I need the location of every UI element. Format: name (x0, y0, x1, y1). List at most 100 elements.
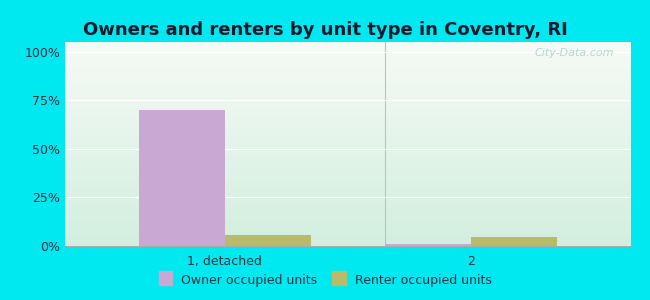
Bar (65, 75, 630, 76)
Bar (65, 158, 630, 159)
Bar (65, 67, 630, 68)
Bar (65, 170, 630, 172)
Bar (65, 211, 630, 212)
Legend: Owner occupied units, Renter occupied units: Owner occupied units, Renter occupied un… (155, 270, 495, 291)
Bar (65, 118, 630, 119)
Bar (65, 156, 630, 157)
Bar (65, 176, 630, 177)
Bar (65, 193, 630, 194)
Bar (65, 72, 630, 73)
Bar (65, 44, 630, 45)
Bar (65, 116, 630, 118)
Bar (65, 65, 630, 67)
Bar (65, 52, 630, 53)
Bar (385, 244, 471, 246)
Bar (65, 218, 630, 220)
Bar (65, 127, 630, 128)
Bar (65, 88, 630, 89)
Bar (65, 54, 630, 55)
Bar (65, 150, 630, 151)
Bar (65, 63, 630, 64)
Bar (65, 220, 630, 221)
Bar (65, 110, 630, 111)
Bar (65, 175, 630, 176)
Bar (65, 240, 630, 241)
Bar (65, 61, 630, 62)
Bar (65, 243, 630, 244)
Bar (65, 46, 630, 47)
Bar (65, 98, 630, 99)
Bar (65, 134, 630, 135)
Bar (65, 104, 630, 105)
Bar (65, 208, 630, 209)
Bar (65, 191, 630, 192)
Bar (65, 113, 630, 114)
Bar (65, 48, 630, 49)
Bar (65, 235, 630, 236)
Bar (65, 85, 630, 86)
Bar (65, 146, 630, 147)
Bar (65, 126, 630, 127)
Bar (65, 164, 630, 165)
Bar (65, 241, 630, 242)
Bar (65, 221, 630, 223)
Bar (65, 144, 630, 145)
Bar (65, 50, 630, 51)
Bar (65, 234, 630, 235)
Bar (65, 53, 630, 54)
Bar (65, 83, 630, 84)
Bar (65, 169, 630, 170)
Bar (65, 103, 630, 104)
Bar (65, 131, 630, 132)
Bar (65, 89, 630, 90)
Bar (65, 93, 630, 94)
Bar (65, 179, 630, 180)
Bar (65, 79, 630, 80)
Bar (65, 128, 630, 129)
Bar (65, 224, 630, 225)
Bar (65, 135, 630, 136)
Bar (65, 42, 630, 43)
Bar (65, 206, 630, 207)
Text: City-Data.com: City-Data.com (534, 48, 614, 58)
Bar (65, 112, 630, 113)
Bar (65, 169, 630, 170)
Bar (65, 129, 630, 130)
Bar (65, 97, 630, 98)
Bar (65, 68, 630, 70)
Bar (65, 192, 630, 193)
Bar (65, 130, 630, 131)
Bar (65, 157, 630, 158)
Bar (65, 162, 630, 164)
Bar (65, 233, 630, 234)
Bar (65, 119, 630, 121)
Bar (65, 200, 630, 201)
Bar (65, 142, 630, 143)
Bar (65, 198, 630, 199)
Bar (65, 167, 630, 169)
Bar (65, 194, 630, 195)
Bar (65, 99, 630, 100)
Bar (65, 231, 630, 232)
Bar (65, 82, 630, 83)
Bar (65, 49, 630, 50)
Bar (65, 77, 630, 78)
Bar (65, 147, 630, 148)
Bar (65, 212, 630, 213)
Bar (65, 242, 630, 243)
Bar (65, 214, 630, 215)
Bar (65, 160, 630, 161)
Bar (65, 165, 630, 166)
Bar (65, 106, 630, 107)
Bar (65, 154, 630, 155)
Bar (65, 216, 630, 217)
Bar (65, 143, 630, 144)
Text: Owners and renters by unit type in Coventry, RI: Owners and renters by unit type in Coven… (83, 21, 567, 39)
Bar (65, 210, 630, 211)
Bar (65, 60, 630, 62)
Bar (65, 70, 630, 72)
Bar (65, 153, 630, 154)
Bar (65, 118, 630, 119)
Bar (65, 90, 630, 91)
Bar (65, 148, 630, 149)
